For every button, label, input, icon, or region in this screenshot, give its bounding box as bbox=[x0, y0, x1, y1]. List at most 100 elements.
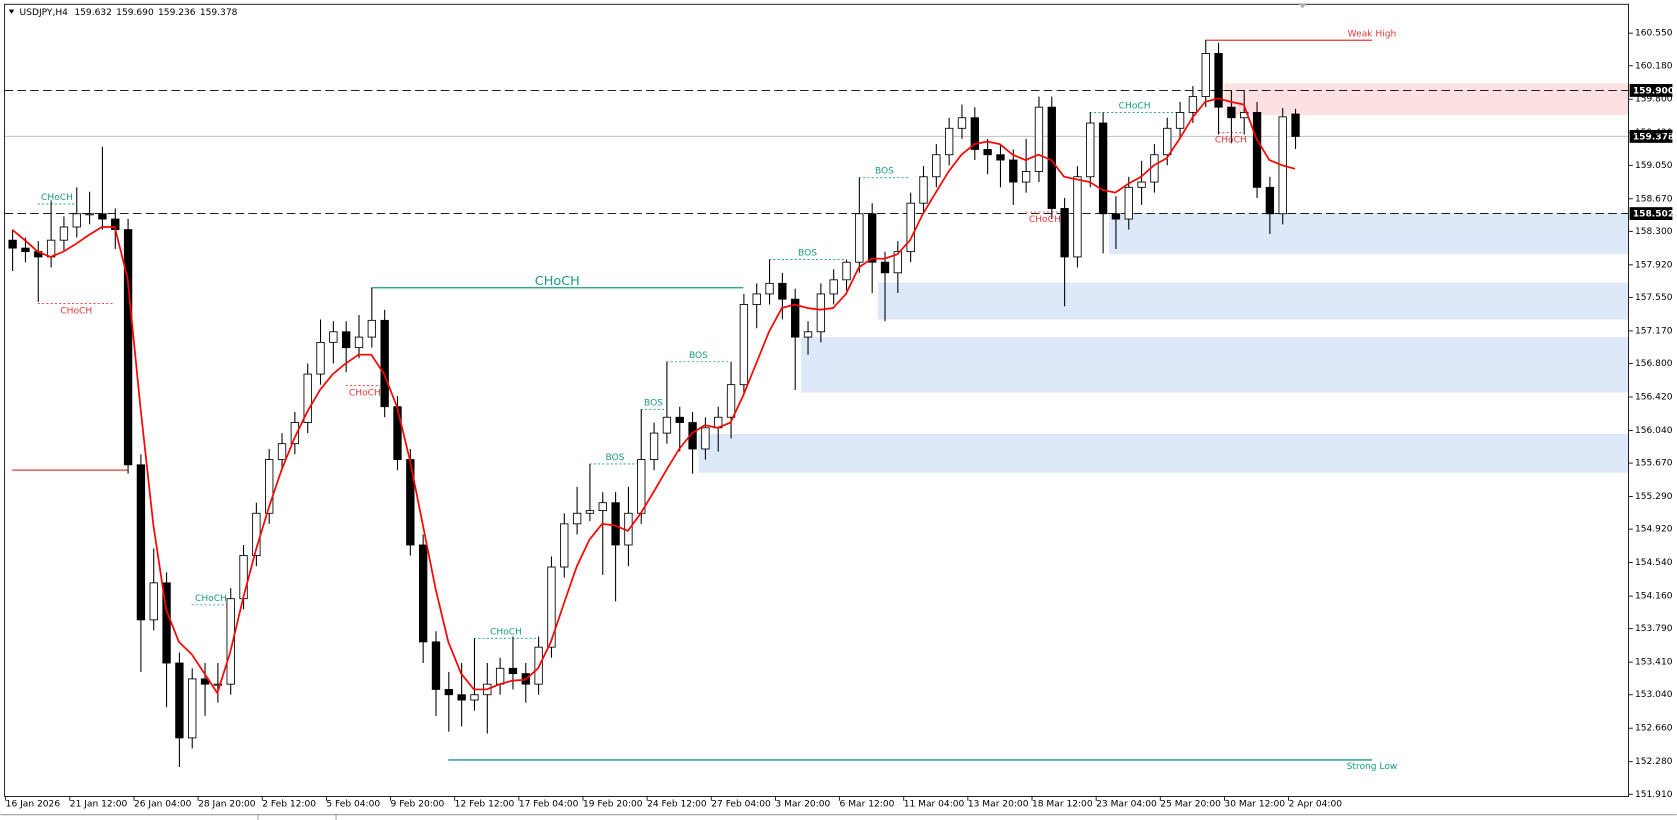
candle-body bbox=[906, 202, 915, 253]
candle-body bbox=[547, 566, 556, 648]
chart-header: USDJPY,H4 159.632 159.690 159.236 159.378 bbox=[20, 7, 238, 17]
candle-body bbox=[791, 298, 800, 338]
candle-body bbox=[932, 154, 941, 178]
candle-body bbox=[1227, 106, 1236, 119]
candle-body bbox=[226, 598, 235, 685]
candle-body bbox=[1150, 154, 1159, 183]
x-tick-label: 2 Apr 04:00 bbox=[1289, 799, 1343, 809]
candle-body bbox=[572, 512, 582, 525]
y-tick-label: 160.180 bbox=[1635, 61, 1673, 71]
candle-body bbox=[816, 293, 826, 333]
structure-label: CHoCH bbox=[1029, 215, 1061, 225]
structure-label: CHoCH bbox=[195, 594, 227, 604]
x-tick-label: 9 Feb 20:00 bbox=[391, 799, 445, 809]
zone bbox=[1108, 212, 1629, 255]
x-tick-label: 19 Feb 20:00 bbox=[583, 799, 643, 809]
symbol-menu-icon[interactable] bbox=[8, 9, 15, 14]
y-tick-label: 159.800 bbox=[1635, 95, 1673, 105]
zone bbox=[801, 337, 1629, 393]
structure-label: Weak High bbox=[1348, 29, 1397, 39]
y-tick-label: 156.420 bbox=[1635, 392, 1673, 402]
candle-body bbox=[162, 582, 171, 664]
y-tick-label: 151.910 bbox=[1635, 790, 1673, 800]
structure-label: CHoCH bbox=[535, 274, 580, 289]
candle-body bbox=[1111, 213, 1121, 220]
candle-body bbox=[880, 261, 890, 274]
candle-body bbox=[1291, 113, 1300, 137]
y-tick-label: 156.040 bbox=[1635, 426, 1673, 436]
x-tick-label: 6 Mar 12:00 bbox=[840, 799, 895, 809]
candle-body bbox=[354, 336, 364, 349]
candle-body bbox=[893, 251, 903, 274]
structure-label: CHoCH bbox=[349, 389, 381, 399]
candle-body bbox=[188, 678, 197, 739]
x-tick-label: 16 Jan 2026 bbox=[6, 799, 61, 809]
candle-body bbox=[444, 689, 453, 696]
candle-body bbox=[1098, 122, 1108, 215]
y-tick-label: 157.170 bbox=[1635, 326, 1673, 336]
x-tick-label: 18 Mar 12:00 bbox=[1032, 799, 1093, 809]
candle-body bbox=[329, 331, 338, 343]
candle-body bbox=[739, 304, 749, 386]
structure-label: BOS bbox=[689, 351, 708, 361]
y-tick-label: 157.920 bbox=[1635, 260, 1673, 270]
candle-body bbox=[996, 154, 1005, 161]
price-tag bbox=[1629, 84, 1673, 97]
quote-open: 159.632 bbox=[74, 7, 112, 17]
candle-body bbox=[662, 416, 672, 434]
y-tick-label: 152.280 bbox=[1635, 757, 1673, 767]
candle-body bbox=[290, 422, 300, 445]
y-tick-label: 153.410 bbox=[1635, 658, 1673, 668]
candle-body bbox=[1163, 127, 1172, 156]
structure-label: BOS bbox=[606, 453, 625, 463]
x-tick-label: 11 Mar 04:00 bbox=[904, 799, 965, 809]
x-tick-label: 26 Jan 04:00 bbox=[134, 799, 192, 809]
x-tick-label: 13 Mar 20:00 bbox=[968, 799, 1029, 809]
candle-body bbox=[508, 667, 518, 675]
structure-label: CHoCH bbox=[41, 193, 73, 203]
x-tick-label: 25 Mar 20:00 bbox=[1160, 799, 1221, 809]
x-tick-label: 24 Feb 12:00 bbox=[647, 799, 707, 809]
candle-body bbox=[957, 117, 967, 129]
candle-body bbox=[1021, 171, 1031, 183]
y-tick-label: 155.290 bbox=[1635, 492, 1673, 502]
candle-body bbox=[367, 319, 377, 338]
candle-body bbox=[393, 406, 402, 460]
y-tick-label: 152.660 bbox=[1635, 724, 1673, 734]
candle-body bbox=[277, 443, 287, 460]
zones bbox=[698, 83, 1629, 473]
candle-body bbox=[829, 279, 838, 295]
candle-body bbox=[46, 239, 56, 258]
price-tag-label: 159.900 bbox=[1633, 86, 1674, 96]
x-tick-label: 12 Feb 12:00 bbox=[455, 799, 515, 809]
structure-label: BOS bbox=[875, 167, 894, 177]
candle-body bbox=[59, 226, 69, 241]
zone bbox=[698, 433, 1629, 473]
candle-body bbox=[855, 213, 864, 263]
moving-average bbox=[11, 97, 1296, 695]
structure-label: CHoCH bbox=[60, 307, 92, 317]
candle-body bbox=[1252, 112, 1262, 188]
y-tick-label: 159.420 bbox=[1635, 128, 1673, 138]
candle-body bbox=[85, 213, 94, 216]
candle-body bbox=[239, 555, 248, 600]
candle-body bbox=[944, 127, 954, 156]
candle-body bbox=[611, 502, 620, 546]
x-tick-label: 17 Feb 04:00 bbox=[519, 799, 579, 809]
candle-body bbox=[1214, 53, 1223, 108]
candle-body bbox=[316, 341, 325, 375]
plot-frame bbox=[4, 3, 1629, 797]
candle-body bbox=[380, 319, 389, 408]
price-tag-label: 158.502 bbox=[1633, 210, 1674, 220]
candle-body bbox=[752, 293, 761, 305]
candle-body bbox=[585, 510, 595, 514]
quote-low: 159.236 bbox=[158, 7, 196, 17]
candle-body bbox=[265, 459, 274, 514]
candle-body bbox=[1265, 186, 1275, 215]
candle-body bbox=[1034, 106, 1044, 172]
zone bbox=[1224, 83, 1629, 116]
x-tick-label: 23 Mar 04:00 bbox=[1096, 799, 1157, 809]
price-tag bbox=[1629, 129, 1673, 143]
candle-body bbox=[72, 213, 81, 228]
candle-body bbox=[1137, 181, 1146, 188]
